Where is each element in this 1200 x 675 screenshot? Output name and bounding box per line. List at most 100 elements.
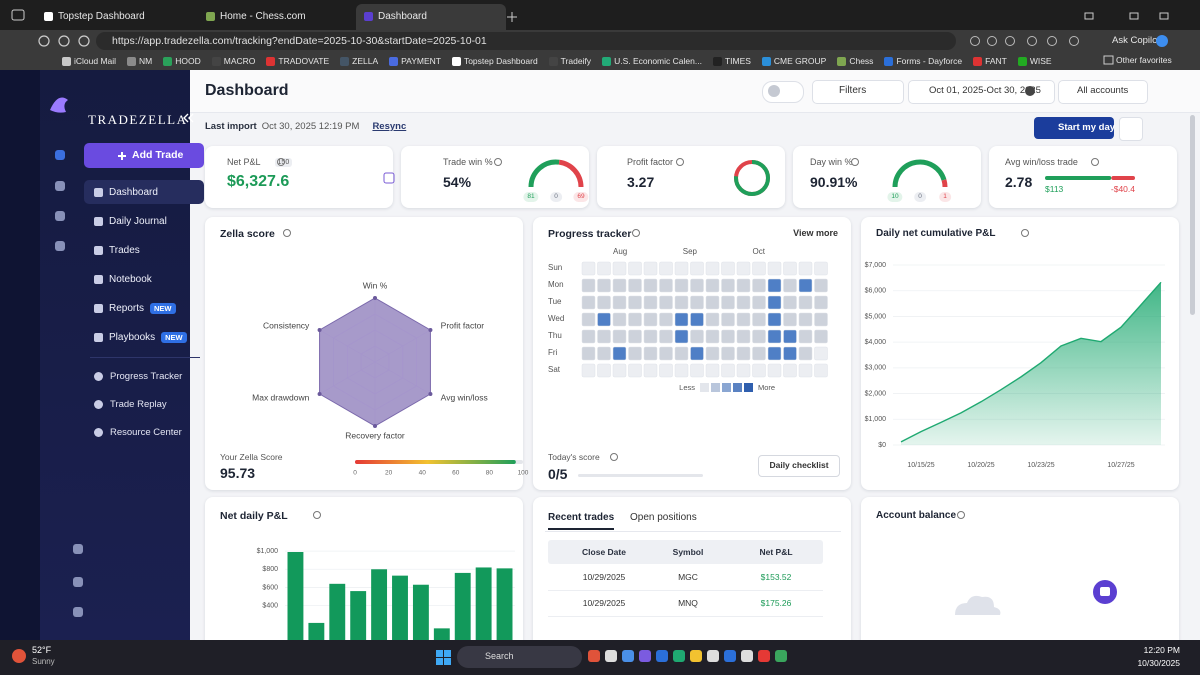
page-title: Dashboard [205,82,289,99]
bookmark-label: TIMES [724,56,751,66]
tool-item[interactable]: Progress Tracker [94,366,182,386]
nav-item[interactable]: Dashboard [84,180,204,204]
panel-title: Net daily P&L [220,510,288,522]
bookmark-icon [761,56,771,66]
bookmark-icon [266,56,276,66]
resync-link[interactable]: Resync [372,121,407,132]
legend-more: More [758,383,776,392]
bookmark-label: CME GROUP [773,56,827,66]
bookmark[interactable]: Chess [837,56,873,66]
bookmark[interactable]: PAYMENT [389,56,441,66]
ask-copilot[interactable]: Ask Copilot [1112,35,1161,46]
taskbar-app[interactable] [741,650,753,662]
bookmark[interactable]: Forms - Dayforce [884,56,962,66]
other-favorites[interactable]: Other favorites [1116,55,1172,65]
today-progress-track [578,474,703,477]
taskbar-app[interactable] [775,650,787,662]
gauge-count: 69 [573,192,589,202]
bookmark-label: Forms - Dayforce [896,56,963,66]
browser-tab[interactable]: Topstep Dashboard [36,4,194,30]
nav-item[interactable]: Playbooks NEW [84,325,204,349]
search-label: Search [485,651,514,661]
bookmark[interactable]: FANT [973,56,1007,66]
kpi-value: $6,327.6 [227,173,290,190]
bookmark-icon [451,56,461,66]
add-trade-button[interactable]: Add Trade [84,143,204,168]
tab-icon [206,12,215,21]
row-divider [548,590,823,591]
bookmark[interactable]: NM [127,56,152,66]
kpi-card [205,146,393,208]
nav-item[interactable]: Reports NEW [84,296,204,320]
start-button[interactable] [436,650,451,665]
taskbar-app[interactable] [707,650,719,662]
view-more-link[interactable]: View more [793,228,838,238]
bookmark[interactable]: ZELLA [340,56,378,66]
tool-item[interactable]: Resource Center [94,422,182,442]
trades-tab[interactable]: Recent trades [548,512,615,530]
gauge-count: 0 [550,192,562,202]
gauge-count: 81 [523,192,539,202]
browser-tab[interactable]: Dashboard [356,4,506,30]
month-label: Oct [752,247,765,256]
kpi-value: 3.27 [627,174,655,190]
nav-label: Reports [109,302,145,314]
accounts-select[interactable]: All accounts [1058,80,1148,104]
trade-count-badge: 150 [274,157,293,167]
bookmark[interactable]: HOOD [163,56,201,66]
bookmark[interactable]: U.S. Economic Calen... [602,56,702,66]
nav-icon [94,187,103,197]
date-picker[interactable]: Oct 01, 2025-Oct 30, 2025 [908,80,1055,104]
bookmark[interactable]: Topstep Dashboard [451,56,538,66]
bookmark-icon [1017,56,1027,66]
taskbar-app[interactable] [588,650,600,662]
tool-icon [94,371,103,381]
taskbar-app[interactable] [690,650,702,662]
clock-time: 12:20 PM [1143,645,1180,655]
taskbar-app[interactable] [673,650,685,662]
taskbar-app[interactable] [758,650,770,662]
nav-item[interactable]: Daily Journal [84,209,204,233]
bookmark[interactable]: Tradeify [548,56,592,66]
today-score: 0/5 [548,466,568,482]
nav-icon [94,245,103,255]
bookmark[interactable]: iCloud Mail [62,56,116,66]
taskbar-app[interactable] [622,650,634,662]
browser-tab[interactable]: Home - Chess.com [198,4,352,30]
taskbar-app[interactable] [656,650,668,662]
sidebar-divider [90,357,200,358]
bookmarks: iCloud Mail NM HOOD MACRO TRADOVATE ZELLA PAYM… [62,53,1052,69]
currency-select[interactable] [762,81,804,103]
taskbar-app[interactable] [724,650,736,662]
bookmark-label: Tradeify [560,56,592,66]
trades-tab[interactable]: Open positions [630,512,697,523]
bookmark[interactable]: MACRO [211,56,255,66]
start-day-button[interactable]: Start my day [1034,117,1115,139]
bookmark[interactable]: WISE [1017,56,1052,66]
day-label: Fri [548,348,558,357]
tool-label: Resource Center [110,426,182,438]
filters-button[interactable]: Filters [812,80,904,104]
bookmark-label: FANT [985,56,1007,66]
bookmark[interactable]: TRADOVATE [266,56,329,66]
weather-temp: 52°F [32,645,52,655]
bookmark[interactable]: CME GROUP [761,56,827,66]
nav-item[interactable]: Notebook [84,267,204,291]
avg-win-label: $113 [1045,184,1064,194]
search-box[interactable]: Search [457,646,582,668]
table-cell: MGC [678,572,698,582]
column-header: Close Date [582,547,626,557]
kpi-label: Trade win % [443,157,493,167]
nav-icon [94,216,103,226]
nav-label: Playbooks [109,331,156,343]
bookmark[interactable]: TIMES [712,56,751,66]
nav-item[interactable]: Trades [84,238,204,262]
daily-checklist-button[interactable]: Daily checklist [758,455,840,477]
tool-item[interactable]: Trade Replay [94,394,167,414]
kpi-label: Net P&L [227,157,261,167]
taskbar-app[interactable] [605,650,617,662]
taskbar-app[interactable] [639,650,651,662]
gauge-count: 10 [887,192,903,202]
nav-badge: NEW [161,331,187,343]
settings-button[interactable] [1119,117,1143,141]
